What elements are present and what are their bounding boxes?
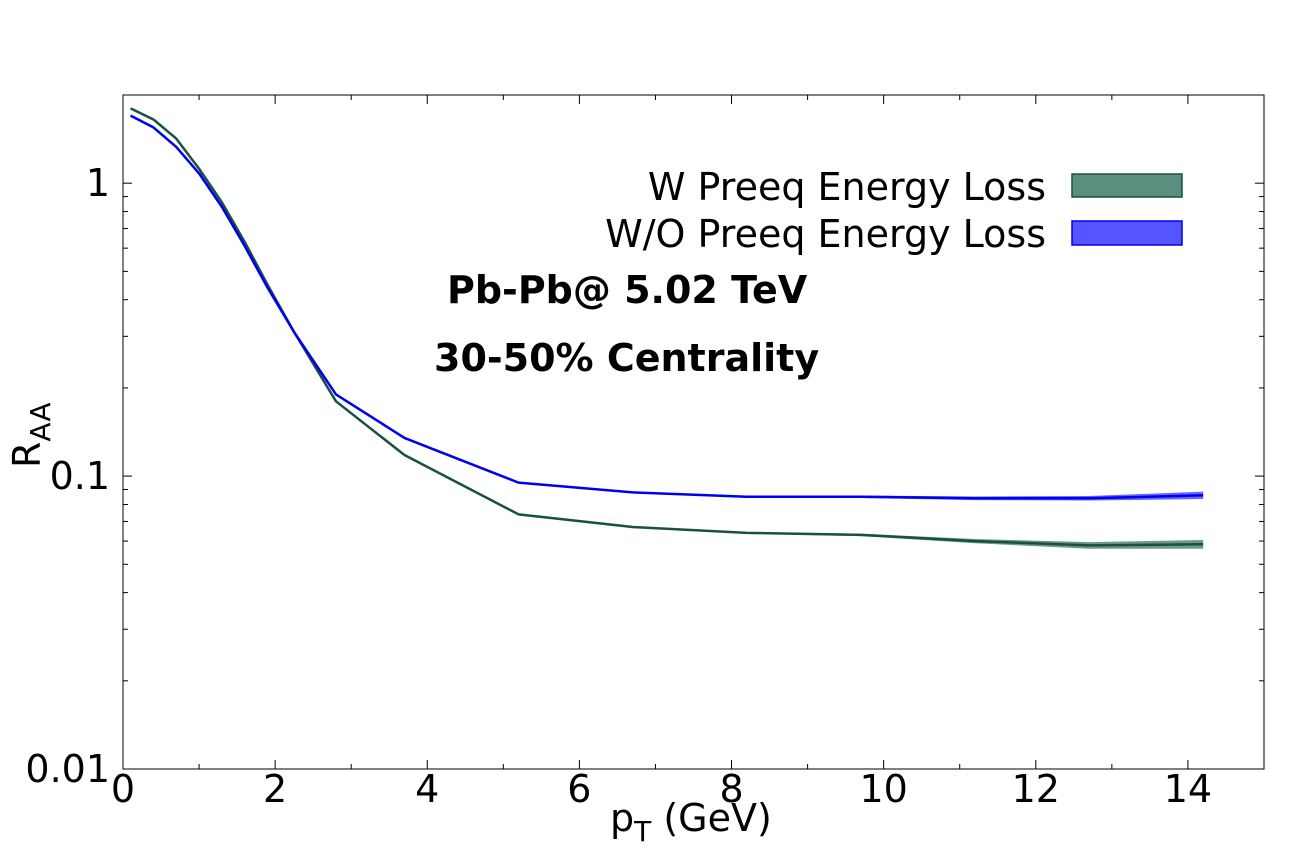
point-w-preeq-energy-loss-9 (403, 454, 405, 456)
point-w-preeq-energy-loss-0 (130, 107, 132, 109)
x-tick-label-4: 4 (415, 767, 439, 811)
point-w-o-preeq-energy-loss-3 (198, 172, 200, 174)
series-lines (130, 107, 1204, 547)
point-w-o-preeq-energy-loss-12 (746, 496, 748, 498)
point-w-o-preeq-energy-loss-15 (1088, 497, 1090, 499)
x-tick-label-10: 10 (859, 767, 907, 811)
legend-swatch-wo-preeq (1071, 220, 1183, 246)
point-w-preeq-energy-loss-1 (152, 118, 154, 120)
plot-frame (122, 94, 1265, 770)
axis-ticks (122, 94, 1265, 770)
point-w-preeq-energy-loss-13 (860, 534, 862, 536)
point-w-o-preeq-energy-loss-14 (974, 497, 976, 499)
legend: W Preeq Energy Loss W/O Preeq Energy Los… (605, 165, 1183, 256)
point-w-preeq-energy-loss-15 (1088, 544, 1090, 546)
y-axis-label: RAA (5, 403, 57, 469)
point-w-o-preeq-energy-loss-0 (130, 115, 132, 117)
point-w-o-preeq-energy-loss-5 (244, 245, 246, 247)
line-w-o-preeq-energy-loss (130, 114, 1204, 500)
point-w-o-preeq-energy-loss-4 (221, 206, 223, 208)
annotation-centrality: 30-50% Centrality (434, 336, 819, 380)
point-w-preeq-energy-loss-16 (1202, 543, 1204, 545)
point-w-o-preeq-energy-loss-10 (518, 482, 520, 484)
point-w-o-preeq-energy-loss-7 (293, 331, 295, 333)
x-tick-label-0: 0 (111, 767, 135, 811)
x-axis-label: pT (GeV) (610, 796, 772, 848)
legend-label-w-preeq: W Preeq Energy Loss (648, 165, 1046, 209)
x-tick-label-14: 14 (1164, 767, 1212, 811)
point-w-o-preeq-energy-loss-6 (267, 287, 269, 289)
point-w-preeq-energy-loss-10 (518, 513, 520, 515)
point-w-o-preeq-energy-loss-16 (1202, 494, 1204, 496)
point-w-o-preeq-energy-loss-1 (152, 126, 154, 128)
point-w-o-preeq-energy-loss-2 (175, 146, 177, 148)
y-tick-label-1: 1 (86, 161, 110, 205)
y-tick-label-0.1: 0.1 (50, 454, 110, 498)
line-w-preeq-energy-loss (130, 107, 1204, 547)
point-w-o-preeq-energy-loss-11 (632, 491, 634, 493)
point-w-preeq-energy-loss-4 (221, 201, 223, 203)
legend-label-wo-preeq: W/O Preeq Energy Loss (605, 212, 1046, 256)
x-tick-label-8: 8 (719, 767, 743, 811)
point-w-o-preeq-energy-loss-13 (860, 496, 862, 498)
axis-tick-labels: 0 2 4 6 8 10 12 14 0.01 0.1 1 (25, 161, 1212, 811)
point-w-preeq-energy-loss-14 (974, 540, 976, 542)
x-tick-label-12: 12 (1012, 767, 1060, 811)
y-tick-label-0.01: 0.01 (25, 747, 110, 791)
point-w-o-preeq-energy-loss-9 (403, 437, 405, 439)
point-w-preeq-energy-loss-8 (335, 400, 337, 402)
point-w-preeq-energy-loss-12 (746, 532, 748, 534)
annotation-collision-system: Pb-Pb@ 5.02 TeV (447, 268, 808, 312)
point-w-o-preeq-energy-loss-8 (335, 393, 337, 395)
x-tick-label-2: 2 (263, 767, 287, 811)
point-w-preeq-energy-loss-3 (198, 168, 200, 170)
point-w-preeq-energy-loss-11 (632, 526, 634, 528)
point-w-preeq-energy-loss-2 (175, 138, 177, 140)
legend-swatch-w-preeq (1071, 173, 1183, 198)
x-tick-label-6: 6 (567, 767, 591, 811)
